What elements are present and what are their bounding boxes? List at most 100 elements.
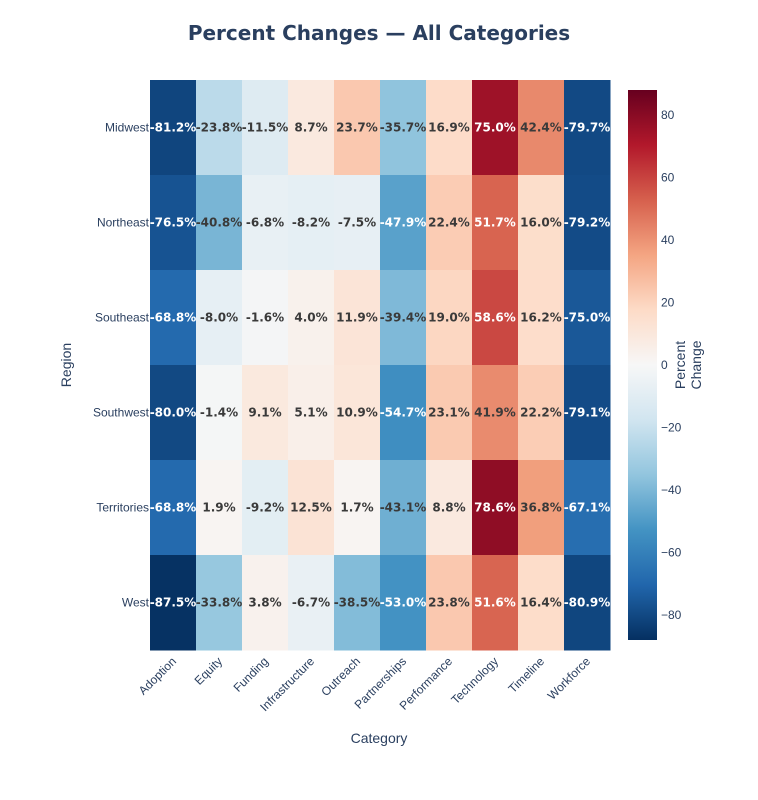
colorbar-title-line: Percent [672,341,688,389]
cell-value-label: -35.7% [380,121,427,135]
heatmap-cell [288,270,335,366]
heatmap-cell-labels: -81.2% -23.8% -11.5% 8.7% 23.7% -35.7% 16.9% 75… [150,121,611,610]
heatmap-cell [518,80,565,176]
heatmap-cell [288,80,335,176]
heatmap-cell [426,80,473,176]
colorbar-tick-label: 0 [661,358,668,372]
heatmap-cell [242,365,289,461]
heatmap-cell [518,270,565,366]
y-tick-label: Northeast [97,216,150,230]
cell-value-label: 5.1% [294,406,327,420]
cell-value-label: -80.9% [564,596,611,610]
heatmap-cell [472,555,519,651]
heatmap-cell [150,555,197,651]
cell-value-label: 75.0% [474,121,516,135]
heatmap-cell [334,365,381,461]
cell-value-label: 23.7% [336,121,378,135]
y-tick-label: Midwest [105,121,150,135]
heatmap-cell [564,270,611,366]
colorbar-title: PercentChange [672,340,704,389]
cell-value-label: -11.5% [242,121,289,135]
cell-value-label: 11.9% [336,311,378,325]
heatmap-cell [426,270,473,366]
cell-value-label: 12.5% [290,501,332,515]
cell-value-label: -40.8% [196,216,243,230]
cell-value-label: 16.0% [520,216,562,230]
colorbar-title-line: Change [688,340,704,389]
heatmap-cell [242,460,289,556]
cell-value-label: -33.8% [196,596,243,610]
cell-value-label: 10.9% [336,406,378,420]
colorbar-tick-label: −60 [661,546,682,560]
cell-value-label: -68.8% [150,501,197,515]
cell-value-label: 4.0% [294,311,327,325]
cell-value-label: -79.2% [564,216,611,230]
colorbar-ticks: 80 60 40 20 0 −20 −40 −60 −80 [661,108,682,622]
x-tick-label: Equity [192,654,225,687]
y-axis-ticks: Midwest Northeast Southeast Southwest Territ… [93,121,150,610]
cell-value-label: -79.1% [564,406,611,420]
heatmap-cell [288,175,335,271]
cell-value-label: -9.2% [246,501,284,515]
cell-value-label: 16.9% [428,121,470,135]
cell-value-label: -23.8% [196,121,243,135]
y-axis-title: Region [58,343,74,387]
colorbar-tick-label: −20 [661,421,682,435]
x-axis-title: Category [351,730,408,746]
cell-value-label: -1.4% [200,406,238,420]
cell-value-label: 41.9% [474,406,516,420]
heatmap-cell [472,80,519,176]
cell-value-label: 78.6% [474,501,516,515]
x-tick-label: Timeline [505,654,547,696]
heatmap-cells [150,80,611,651]
heatmap-cell [334,555,381,651]
heatmap-cell [380,175,427,271]
cell-value-label: 58.6% [474,311,516,325]
cell-value-label: -47.9% [380,216,427,230]
heatmap-cell [242,80,289,176]
heatmap-cell [288,365,335,461]
colorbar-gradient [628,90,657,640]
heatmap-cell [472,175,519,271]
heatmap-cell [564,365,611,461]
heatmap-cell [150,80,197,176]
cell-value-label: 51.7% [474,216,516,230]
cell-value-label: -68.8% [150,311,197,325]
cell-value-label: -43.1% [380,501,427,515]
heatmap-cell [196,175,243,271]
cell-value-label: -38.5% [334,596,381,610]
heatmap-cell [150,270,197,366]
cell-value-label: 51.6% [474,596,516,610]
heatmap-cell [518,460,565,556]
colorbar-tick-label: −80 [661,608,682,622]
heatmap-cell [196,80,243,176]
cell-value-label: 36.8% [520,501,562,515]
cell-value-label: -53.0% [380,596,427,610]
heatmap-cell [196,365,243,461]
x-tick-label: Adoption [136,654,179,697]
heatmap-cell [380,80,427,176]
cell-value-label: -79.7% [564,121,611,135]
colorbar-tick-label: 40 [661,233,675,247]
heatmap-cell [380,460,427,556]
cell-value-label: -81.2% [150,121,197,135]
heatmap-cell [334,80,381,176]
heatmap-cell [472,270,519,366]
heatmap-cell [426,365,473,461]
x-tick-label: Funding [231,654,272,695]
heatmap-cell [242,555,289,651]
heatmap-cell [242,270,289,366]
heatmap-cell [426,555,473,651]
cell-value-label: 16.2% [520,311,562,325]
heatmap-cell [518,555,565,651]
x-tick-label: Workforce [545,654,594,703]
heatmap-cell [150,460,197,556]
heatmap-cell [426,175,473,271]
heatmap-cell [288,555,335,651]
cell-value-label: -67.1% [564,501,611,515]
cell-value-label: 16.4% [520,596,562,610]
cell-value-label: -39.4% [380,311,427,325]
chart-title: Percent Changes — All Categories [188,21,570,45]
cell-value-label: -6.7% [292,596,330,610]
